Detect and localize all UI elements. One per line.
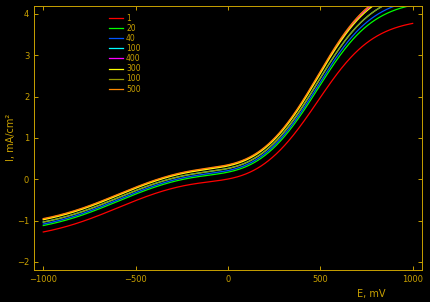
100	[265, 147, 270, 151]
20	[63, 218, 68, 222]
500	[265, 143, 270, 146]
100	[276, 137, 281, 140]
100	[359, 20, 364, 24]
300	[359, 14, 364, 18]
400	[359, 13, 364, 16]
100	[41, 220, 46, 224]
300	[63, 213, 68, 216]
20	[255, 159, 260, 162]
400	[265, 143, 270, 147]
300	[276, 133, 281, 137]
400	[41, 217, 46, 221]
1	[359, 45, 364, 49]
500	[276, 132, 281, 136]
40	[255, 157, 260, 160]
300	[255, 152, 260, 155]
100	[276, 137, 281, 140]
20	[41, 224, 46, 227]
Line: 500: 500	[43, 0, 413, 219]
40	[41, 222, 46, 226]
300	[265, 144, 270, 148]
Line: 40: 40	[43, 1, 413, 224]
Y-axis label: I, mA/cm²: I, mA/cm²	[6, 114, 15, 162]
20	[265, 152, 270, 155]
500	[359, 11, 364, 15]
1	[63, 225, 68, 228]
Line: 400: 400	[43, 0, 413, 219]
300	[41, 218, 46, 221]
Line: 100: 100	[43, 0, 413, 222]
1	[321, 91, 326, 95]
20	[359, 29, 364, 33]
40	[410, 0, 415, 3]
1	[276, 150, 281, 153]
1	[265, 159, 270, 163]
100	[255, 155, 260, 158]
40	[63, 217, 68, 220]
Line: 100: 100	[43, 0, 413, 222]
400	[321, 65, 326, 69]
X-axis label: E, mV: E, mV	[357, 289, 386, 299]
100	[265, 147, 270, 151]
100	[41, 220, 46, 224]
1	[41, 230, 46, 234]
500	[63, 211, 68, 215]
100	[321, 71, 326, 75]
40	[321, 75, 326, 79]
500	[255, 150, 260, 154]
300	[321, 66, 326, 70]
100	[255, 155, 260, 158]
20	[276, 141, 281, 145]
400	[63, 212, 68, 216]
1	[255, 166, 260, 170]
40	[359, 25, 364, 29]
500	[321, 64, 326, 68]
400	[255, 151, 260, 155]
100	[359, 20, 364, 24]
Line: 20: 20	[43, 5, 413, 226]
1	[410, 22, 415, 25]
20	[321, 78, 326, 82]
100	[63, 215, 68, 218]
100	[63, 215, 68, 218]
Line: 1: 1	[43, 24, 413, 232]
400	[276, 133, 281, 136]
Line: 300: 300	[43, 0, 413, 220]
100	[321, 71, 326, 75]
40	[265, 150, 270, 153]
20	[410, 3, 415, 7]
40	[276, 139, 281, 143]
Legend: 1, 20, 40, 100, 400, 300, 100, 500: 1, 20, 40, 100, 400, 300, 100, 500	[108, 12, 142, 95]
500	[41, 217, 46, 220]
